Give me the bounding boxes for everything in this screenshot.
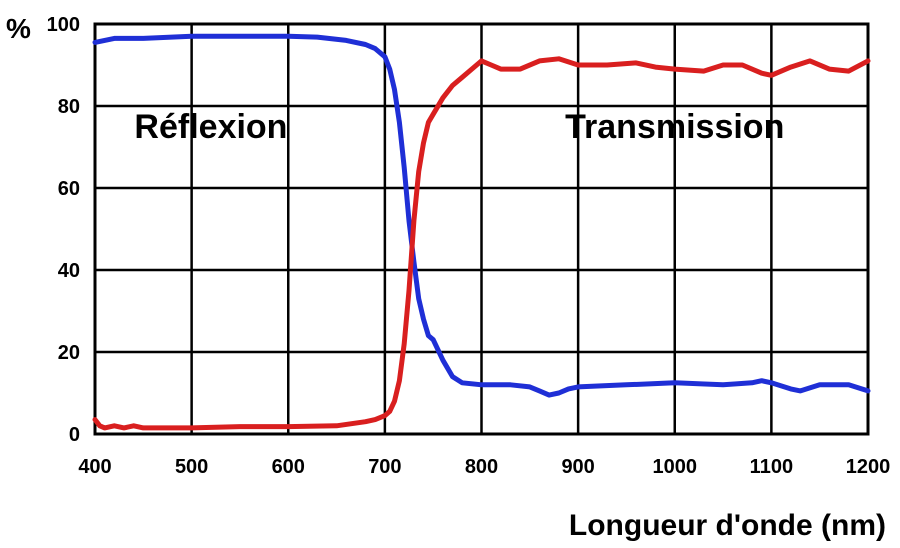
x-tick-label-900: 900 xyxy=(561,456,594,478)
series-line-transmission xyxy=(92,56,871,431)
y-tick-label-60: 60 xyxy=(58,178,80,200)
annotations: Réflexion Transmission xyxy=(134,108,784,146)
x-tick-label-700: 700 xyxy=(368,456,401,478)
x-tick-label-1200: 1200 xyxy=(846,456,891,478)
x-tick-label-400: 400 xyxy=(78,456,111,478)
plot-frame xyxy=(93,22,870,436)
x-tick-label-1000: 1000 xyxy=(653,456,698,478)
grid xyxy=(93,22,870,436)
y-tick-label-40: 40 xyxy=(58,260,80,282)
y-tick-label-0: 0 xyxy=(69,424,80,446)
x-tick-label-800: 800 xyxy=(465,456,498,478)
x-tick-label-600: 600 xyxy=(272,456,305,478)
y-axis-label: % xyxy=(6,13,31,44)
x-axis-label: Longueur d'onde (nm) xyxy=(569,509,886,542)
x-tick-label-500: 500 xyxy=(175,456,208,478)
series-line-reflexion xyxy=(92,33,871,398)
y-tick-label-20: 20 xyxy=(58,342,80,364)
x-tick-label-1100: 1100 xyxy=(750,456,793,478)
annotation-transmission: Transmission xyxy=(565,108,784,146)
y-tick-label-80: 80 xyxy=(58,96,80,118)
annotation-reflexion: Réflexion xyxy=(134,108,287,146)
series-lines xyxy=(92,33,871,431)
y-tick-label-100: 100 xyxy=(47,14,80,36)
tick-labels: 400 500 600 700 800 900 1000 1100 1200 0 20 40 60 80 1… xyxy=(47,14,891,478)
